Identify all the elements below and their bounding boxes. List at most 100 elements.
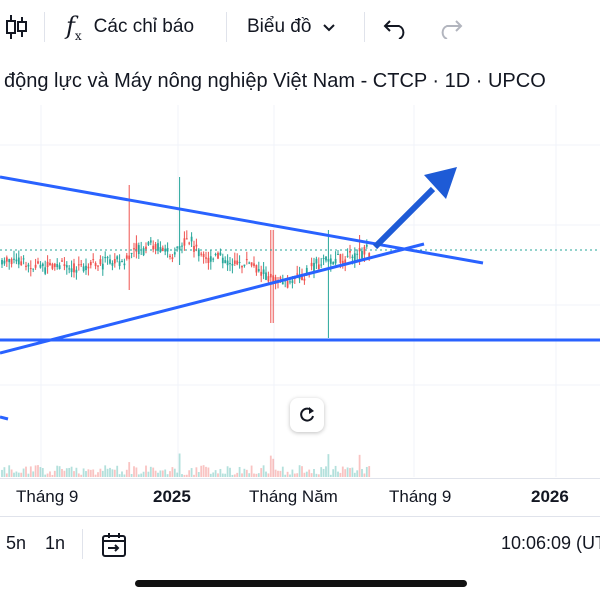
axis-label-may: Tháng Năm	[249, 487, 338, 506]
volume-bar	[39, 467, 42, 477]
undo-button[interactable]	[382, 0, 410, 54]
price-chart[interactable]	[0, 105, 600, 515]
time-axis[interactable]: Tháng 9 2025 Tháng Năm Tháng 9 2026	[0, 478, 600, 515]
candle-body	[329, 258, 332, 264]
candle-body	[101, 263, 104, 270]
candle-body	[17, 257, 20, 265]
candle-body	[353, 253, 356, 262]
go-to-date-icon[interactable]	[100, 531, 128, 559]
candle-body	[53, 263, 56, 267]
candle-style-button[interactable]	[4, 0, 28, 54]
clock-time: 10:06:09 (UT	[500, 533, 600, 553]
volume-bar	[248, 473, 251, 477]
symbol-title: động lực và Máy nông nghiệp Việt Nam - C…	[4, 70, 546, 92]
candle-body	[262, 269, 265, 275]
volume-bar	[243, 468, 246, 477]
candle-body	[269, 273, 272, 278]
candle-body	[154, 243, 157, 250]
volume-bar	[161, 470, 164, 477]
volume-bar	[298, 465, 301, 477]
breakout-arrow-icon	[372, 167, 457, 250]
volume-bar	[255, 473, 258, 477]
volume-bar	[358, 454, 361, 477]
volume-bar	[281, 466, 284, 477]
candle-body	[34, 264, 37, 268]
candle-body	[142, 248, 145, 256]
volume-bar	[128, 462, 131, 477]
volume-bar	[365, 466, 368, 477]
candle-body	[1, 259, 3, 265]
volume-bar	[13, 472, 15, 477]
volume-bar	[224, 473, 227, 477]
candle-body	[61, 260, 63, 262]
volume-bar	[195, 467, 198, 477]
candle-body	[171, 257, 174, 260]
reset-chart-button[interactable]	[290, 398, 324, 432]
candle-body	[32, 268, 35, 270]
volume-bar	[46, 473, 49, 477]
volume-bar	[212, 472, 215, 477]
candle-body	[212, 258, 215, 260]
volume-bar	[241, 473, 243, 477]
range-5y-button[interactable]: 5n	[6, 533, 27, 553]
candle-body	[310, 262, 313, 267]
candle-body	[358, 247, 361, 252]
candle-body	[190, 236, 193, 242]
volume-bar	[82, 468, 85, 477]
range-1y-button[interactable]: 1n	[45, 533, 66, 553]
chart-type-dropdown[interactable]: Biểu đồ	[247, 0, 339, 54]
candle-body	[303, 278, 306, 281]
candle-body	[265, 272, 267, 280]
candle-body	[274, 277, 277, 284]
volume-bar	[15, 471, 18, 477]
volume-bar	[183, 474, 186, 477]
volume-bar	[341, 466, 344, 477]
volume-bar	[277, 470, 279, 477]
candle-body	[137, 245, 140, 255]
candlestick-icon	[6, 15, 27, 39]
volume-bar	[17, 472, 20, 477]
volume-bar	[173, 468, 176, 477]
redo-icon	[441, 20, 463, 39]
volume-bar	[368, 466, 371, 477]
volume-bar	[209, 473, 212, 477]
volume-bar	[262, 465, 265, 477]
volume-bar	[44, 474, 47, 477]
volume-bar	[85, 471, 87, 477]
candle-body	[214, 254, 217, 256]
axis-label-2025: 2025	[153, 487, 191, 506]
volume-bar	[351, 467, 354, 477]
candle-body	[116, 256, 119, 260]
candle-body	[46, 261, 49, 268]
candle-body	[229, 263, 231, 265]
volume-bar	[267, 473, 270, 477]
volume-bar	[327, 454, 330, 477]
volume-bar	[145, 465, 147, 477]
candle-body	[63, 264, 66, 266]
volume-bar	[363, 473, 366, 477]
candle-body	[296, 273, 299, 275]
volume-bar	[3, 467, 6, 477]
candle-body	[279, 277, 282, 280]
volume-bar	[22, 468, 25, 477]
candle-body	[200, 253, 203, 255]
candle-body	[80, 264, 83, 266]
candle-body	[224, 260, 227, 263]
candle-body	[233, 260, 236, 264]
candle-body	[257, 269, 260, 272]
candle-body	[341, 260, 344, 265]
candle-body	[221, 257, 224, 264]
candle-body	[15, 259, 18, 262]
lower-trendline	[0, 242, 425, 355]
volume-bar	[344, 469, 347, 477]
volume-bar	[193, 474, 195, 477]
candle-body	[77, 264, 80, 266]
volume-bar	[190, 468, 193, 477]
candle-body	[39, 264, 42, 268]
indicators-button[interactable]: fx Các chỉ báo	[66, 0, 194, 54]
volume-bar	[279, 470, 282, 477]
volume-bar	[140, 473, 143, 477]
redo-button[interactable]	[436, 0, 464, 54]
indicators-label: Các chỉ báo	[93, 16, 195, 37]
toolbar-divider	[364, 12, 365, 42]
